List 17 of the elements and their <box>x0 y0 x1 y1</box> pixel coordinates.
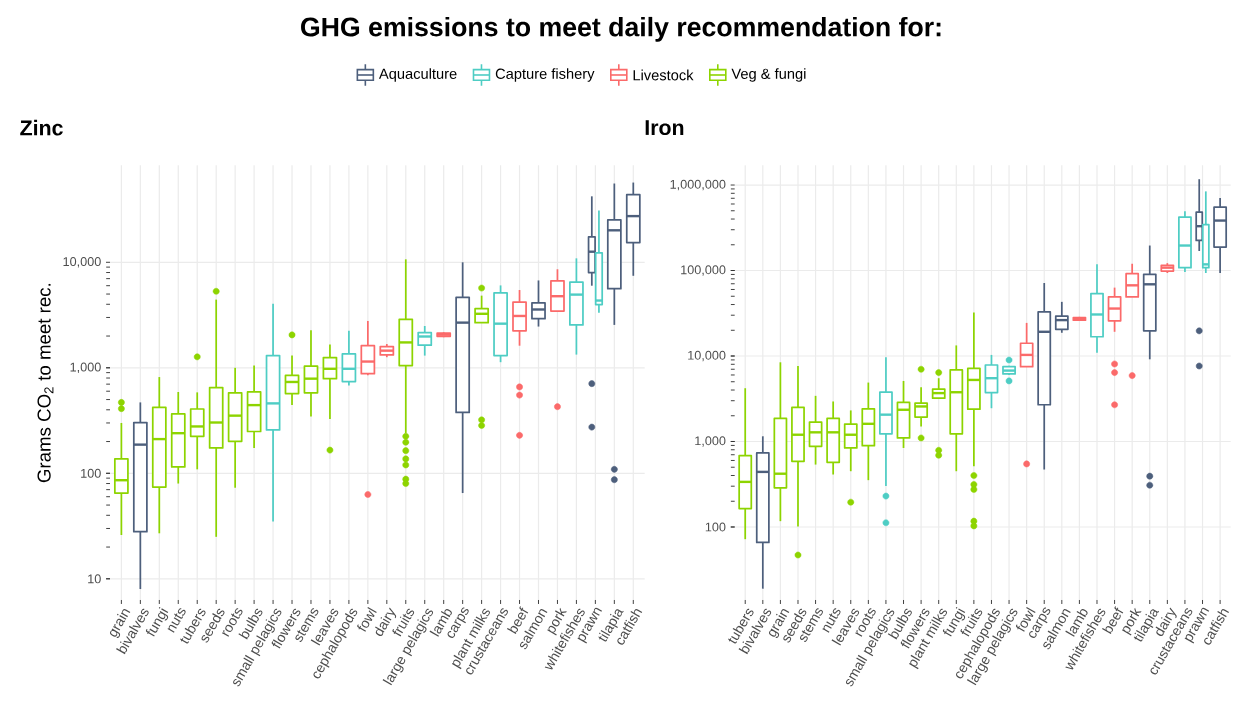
legend-label: Livestock <box>633 69 694 81</box>
y-tick-label: 100 <box>81 468 101 478</box>
y-tick-label: 1,000,000 <box>670 179 726 191</box>
y-tick-label: 1,000 <box>70 362 101 374</box>
y-tick-label: 100,000 <box>681 265 726 276</box>
chart-subtitle: Zinc <box>20 119 63 136</box>
y-tick-label: 10,000 <box>688 350 726 362</box>
y-axis-title: Grams CO$_{2}$ to meet rec. <box>37 283 54 483</box>
legend-label: Veg & fungi <box>731 68 806 82</box>
legend-label: Aquaculture <box>378 68 457 82</box>
chart-title: GHG emissions to meet daily recommendation for: <box>301 16 941 42</box>
y-tick-label: 10,000 <box>63 257 101 268</box>
y-tick-label: 10 <box>88 574 101 584</box>
legend-label: Capture fishery <box>495 68 595 82</box>
y-tick-label: 1,000 <box>695 436 726 447</box>
chart-subtitle: Iron <box>645 120 684 136</box>
y-tick-label: 100 <box>705 522 726 532</box>
